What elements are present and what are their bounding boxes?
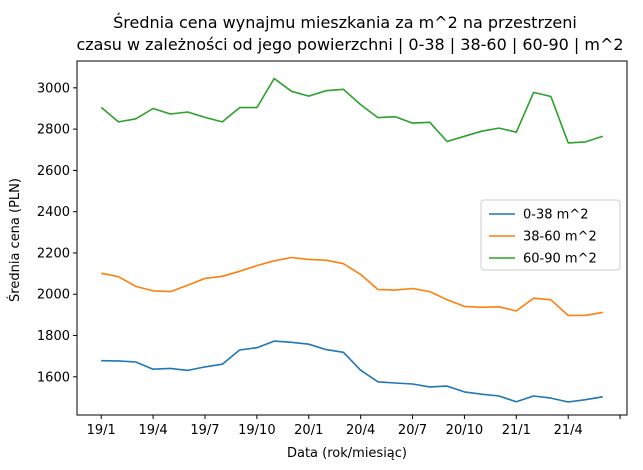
x-tick-label: 19/4: [138, 423, 167, 438]
x-tick-label: 20/1: [294, 423, 323, 438]
x-tick-label: 19/10: [238, 423, 275, 438]
y-tick-label: 2400: [37, 205, 70, 220]
legend: 0-38 m^2 38-60 m^2 60-90 m^2: [480, 199, 621, 271]
x-tick-label: 20/7: [398, 423, 427, 438]
series-line-3: [100, 77, 604, 144]
legend-box: [480, 199, 621, 271]
x-tick-label: 21/4: [554, 423, 583, 438]
series-line-1: [101, 340, 603, 403]
x-tick-label: 21/1: [502, 423, 531, 438]
y-tick-label: 1800: [37, 329, 70, 344]
chart-title-line-2: czasu w zależności od jego powierzchni |…: [76, 35, 623, 54]
y-axis-ticks: 1600 1800 2000 2200 2400 2600 2800 3000: [37, 81, 77, 385]
chart-title-line-1: Średnia cena wynajmu mieszkania za m^2 n…: [113, 13, 577, 32]
axes-frame: [76, 60, 628, 416]
x-axis-ticks: 19/1 19/4 19/7 19/10 20/1 20/4 20/7 20/10 21/1 21…: [87, 415, 621, 438]
x-tick-label: 20/4: [346, 423, 375, 438]
y-tick-label: 3000: [37, 81, 70, 96]
plot-area: [76, 60, 628, 416]
series-layer: [100, 77, 604, 403]
y-tick-label: 2000: [37, 288, 70, 303]
y-tick-label: 1600: [37, 370, 70, 385]
y-tick-label: 2200: [37, 246, 70, 261]
legend-label: 60-90 m^2: [523, 252, 597, 267]
legend-label: 0-38 m^2: [523, 208, 588, 223]
legend-label: 38-60 m^2: [523, 230, 597, 245]
y-tick-label: 2600: [37, 164, 70, 179]
x-tick-label: 19/7: [190, 423, 219, 438]
y-axis-label: Średnia cena (PLN): [7, 178, 23, 302]
x-axis-label: Data (rok/miesiąc): [287, 446, 407, 461]
x-tick-label: 20/10: [446, 423, 483, 438]
y-tick-label: 2800: [37, 123, 70, 138]
series-line-2: [101, 256, 603, 317]
x-tick-label: 19/1: [87, 423, 116, 438]
